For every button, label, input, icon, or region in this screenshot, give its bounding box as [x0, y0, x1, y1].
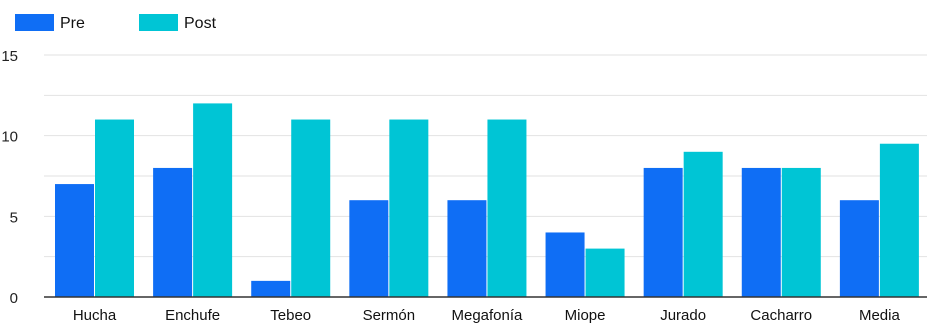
bar-pre-sermón: [349, 200, 389, 297]
x-tick-label: Media: [859, 307, 901, 324]
y-tick-label: 15: [1, 48, 18, 65]
y-tick-label: 10: [1, 129, 18, 146]
bar-pre-enchufe: [153, 167, 193, 297]
bar-pre-miope: [545, 232, 585, 297]
x-tick-label: Miope: [565, 307, 606, 324]
x-tick-label: Cacharro: [750, 307, 812, 324]
bar-post-miope: [585, 248, 625, 297]
x-tick-label: Hucha: [73, 307, 117, 324]
bar-pre-media: [839, 200, 879, 297]
bar-pre-tebeo: [251, 280, 291, 297]
bar-post-jurado: [683, 151, 723, 297]
bar-series: [55, 103, 919, 298]
x-tick-label: Jurado: [660, 307, 706, 324]
bar-pre-hucha: [55, 184, 94, 297]
x-axis-labels: Hucha Enchufe Tebeo Sermón Megafonía Miope Jur…: [73, 307, 901, 324]
bar-pre-jurado: [643, 167, 683, 297]
x-tick-label: Enchufe: [165, 307, 220, 324]
legend-swatch-post: [139, 14, 178, 31]
bar-post-sermón: [389, 119, 429, 298]
bar-post-hucha: [95, 119, 134, 298]
bar-post-media: [879, 143, 919, 297]
bar-post-megafonía: [487, 119, 527, 298]
bar-post-cacharro: [781, 167, 821, 297]
chart-legend: Pre Post: [15, 14, 217, 32]
legend-label-pre: Pre: [60, 15, 85, 32]
y-tick-label: 5: [10, 209, 18, 226]
y-axis-ticks: 0 5 10 15: [1, 48, 18, 307]
bar-pre-cacharro: [741, 167, 781, 297]
legend-label-post: Post: [184, 15, 217, 32]
bar-post-tebeo: [291, 119, 331, 298]
x-tick-label: Sermón: [363, 307, 416, 324]
x-tick-label: Megafonía: [451, 307, 523, 324]
legend-swatch-pre: [15, 14, 54, 31]
y-tick-label: 0: [10, 290, 18, 307]
x-tick-label: Tebeo: [270, 307, 311, 324]
bar-post-enchufe: [193, 103, 233, 298]
bar-pre-megafonía: [447, 200, 487, 297]
